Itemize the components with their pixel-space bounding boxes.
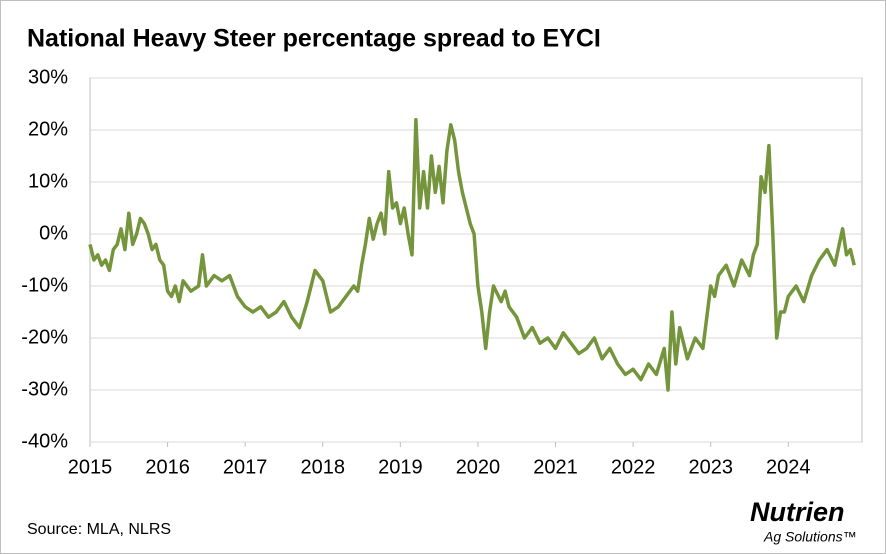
x-tick-label: 2021 — [533, 456, 578, 478]
x-tick-label: 2015 — [68, 456, 113, 478]
x-tick-label: 2023 — [688, 456, 733, 478]
y-tick-label: -20% — [21, 326, 68, 348]
y-tick-label: 30% — [28, 66, 68, 88]
x-tick-label: 2020 — [456, 456, 501, 478]
y-tick-label: 0% — [39, 222, 68, 244]
y-tick-label: -10% — [21, 274, 68, 296]
x-tick-label: 2019 — [378, 456, 423, 478]
y-tick-label: 20% — [28, 118, 68, 140]
x-tick-label: 2024 — [766, 456, 811, 478]
data-line — [88, 117, 856, 392]
logo-tagline: Ag Solutions™ — [763, 529, 857, 545]
x-tick-label: 2022 — [611, 456, 656, 478]
x-tick-label: 2017 — [223, 456, 268, 478]
y-tick-label: -30% — [21, 378, 68, 400]
logo-name: Nutrien — [750, 497, 845, 527]
y-tick-label: -40% — [21, 430, 68, 452]
chart-title: National Heavy Steer percentage spread t… — [27, 25, 601, 53]
y-tick-label: 10% — [28, 170, 68, 192]
x-tick-label: 2018 — [301, 456, 346, 478]
source-note: Source: MLA, NLRS — [27, 521, 171, 538]
x-tick-label: 2016 — [145, 456, 190, 478]
